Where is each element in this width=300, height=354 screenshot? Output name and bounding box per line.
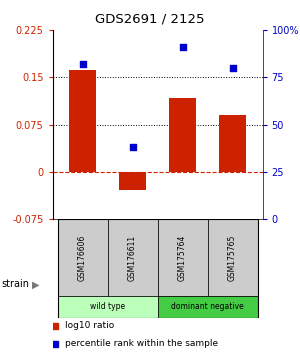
Text: GSM176611: GSM176611 [128, 235, 137, 281]
Point [180, 44, 185, 50]
Text: log10 ratio: log10 ratio [65, 321, 114, 330]
Text: wild type: wild type [90, 302, 125, 312]
Bar [219, 115, 246, 172]
FancyBboxPatch shape [58, 219, 107, 296]
Text: ▶: ▶ [32, 280, 39, 290]
Text: GDS2691 / 2125: GDS2691 / 2125 [95, 12, 205, 25]
Bar [119, 172, 146, 190]
Text: GSM176606: GSM176606 [78, 235, 87, 281]
Bar [69, 70, 96, 172]
FancyBboxPatch shape [158, 219, 208, 296]
Point [230, 65, 235, 71]
FancyBboxPatch shape [208, 219, 257, 296]
FancyBboxPatch shape [58, 296, 158, 318]
Point [130, 145, 135, 150]
Text: GSM175764: GSM175764 [178, 235, 187, 281]
Text: GSM175765: GSM175765 [228, 235, 237, 281]
Text: strain: strain [2, 279, 29, 289]
FancyBboxPatch shape [107, 219, 158, 296]
FancyBboxPatch shape [158, 296, 257, 318]
Text: percentile rank within the sample: percentile rank within the sample [65, 339, 218, 348]
Bar [169, 98, 196, 172]
Text: dominant negative: dominant negative [171, 302, 244, 312]
Point [80, 61, 85, 67]
